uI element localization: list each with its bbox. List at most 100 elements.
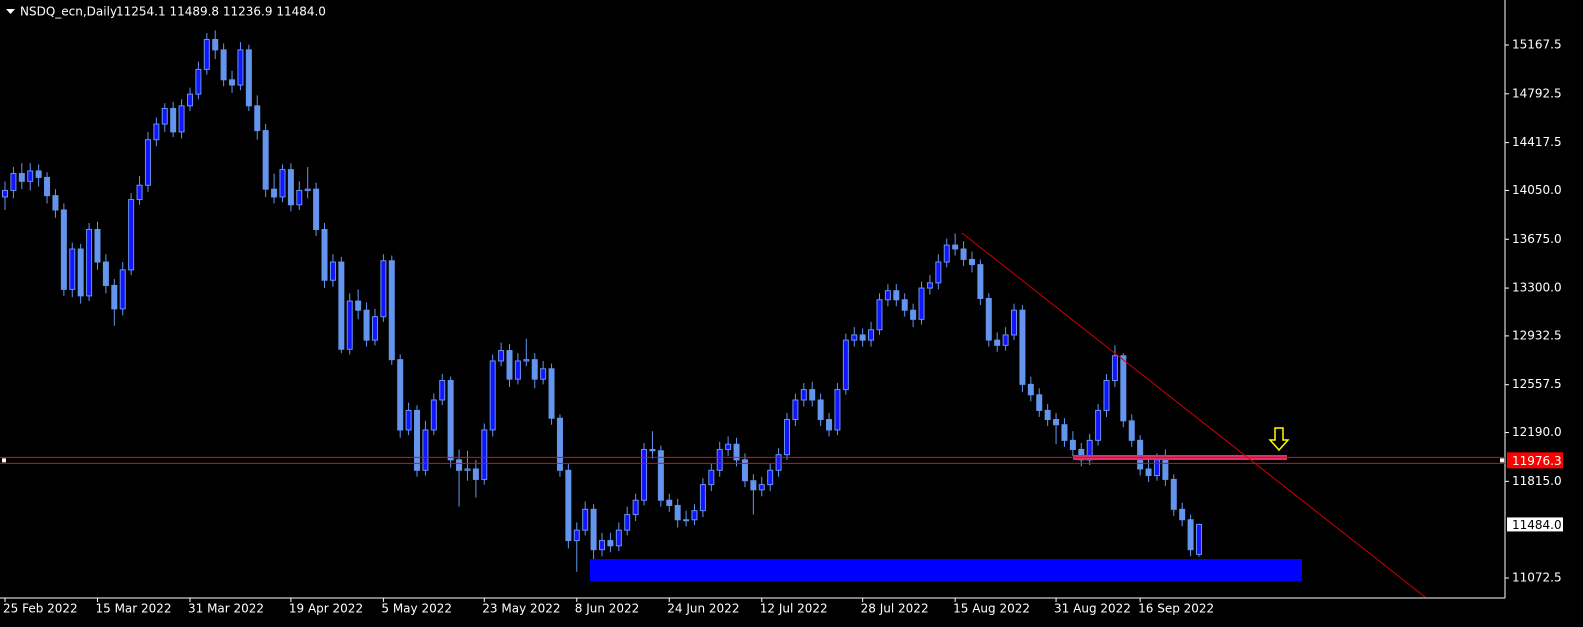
- candle-body: [506, 350, 513, 380]
- candle-body: [447, 379, 454, 461]
- candle-body: [1120, 355, 1127, 422]
- candle-body: [178, 105, 185, 133]
- candle-body: [1019, 309, 1026, 385]
- candle-body: [279, 169, 286, 198]
- candle-body: [649, 448, 656, 452]
- candle-body: [826, 419, 833, 431]
- candle-body: [817, 399, 824, 421]
- candle-body: [977, 264, 984, 299]
- candle-body: [1103, 379, 1110, 411]
- candle-body: [245, 49, 252, 107]
- y-tick-label: 12190.0: [1512, 425, 1562, 439]
- candle-body: [203, 38, 210, 70]
- candle-body: [1053, 419, 1060, 426]
- candle-body: [128, 199, 135, 271]
- candle-body: [371, 316, 378, 341]
- candle-body: [901, 299, 908, 311]
- candle-body: [405, 409, 412, 431]
- candle-body: [1111, 355, 1118, 381]
- x-tick-label: 28 Jul 2022: [861, 602, 929, 616]
- candle-body: [52, 195, 59, 211]
- candle-body: [153, 123, 160, 141]
- y-tick-label: 13300.0: [1512, 281, 1562, 295]
- candle-body: [296, 189, 303, 206]
- candle-body: [952, 244, 959, 250]
- candle-body: [304, 188, 311, 191]
- candle-body: [859, 334, 866, 341]
- candle-body: [851, 334, 858, 341]
- candle-body: [599, 540, 605, 551]
- y-tick-label: 14417.5: [1512, 135, 1562, 149]
- candle-body: [220, 49, 227, 81]
- level-handle: [2, 458, 6, 463]
- candle-body: [422, 429, 429, 471]
- x-tick-label: 15 Aug 2022: [953, 602, 1030, 616]
- candle-body: [531, 359, 538, 380]
- candle-body: [27, 170, 34, 182]
- candle-body: [607, 540, 614, 547]
- candle-body: [624, 514, 631, 531]
- candle-body: [313, 188, 320, 230]
- candle-body: [1196, 523, 1202, 555]
- candle-body: [809, 389, 816, 401]
- price-label-box: [1507, 517, 1563, 532]
- candle-body: [674, 504, 681, 521]
- candle-body: [44, 176, 51, 197]
- candle-body: [271, 188, 278, 198]
- candle-body: [641, 448, 648, 501]
- candle-body: [1002, 334, 1009, 346]
- candle-body: [35, 170, 42, 178]
- candle-body: [136, 184, 143, 201]
- candle-body: [783, 419, 790, 456]
- x-tick-label: 31 Aug 2022: [1054, 602, 1131, 616]
- candle-body: [338, 261, 345, 350]
- price-label: 11484.0: [1512, 518, 1562, 532]
- candle-body: [2, 189, 8, 198]
- candle-body: [481, 429, 488, 480]
- arrow-down: [1268, 427, 1290, 452]
- candle-body: [884, 290, 891, 301]
- candle-body: [632, 499, 639, 516]
- trend-line: [961, 232, 1426, 598]
- candle-body: [414, 409, 421, 471]
- candle-body: [144, 139, 151, 186]
- candle-body: [1036, 394, 1043, 411]
- candle-body: [102, 261, 109, 286]
- candle-body: [10, 173, 17, 191]
- x-tick-label: 15 Mar 2022: [95, 602, 171, 616]
- candle-body: [1044, 409, 1051, 421]
- x-tick-label: 5 May 2022: [381, 602, 452, 616]
- candle-body: [86, 228, 93, 297]
- candle-body: [775, 454, 782, 471]
- y-tick-label: 13675.0: [1512, 232, 1562, 246]
- menu-triangle[interactable]: [6, 9, 15, 14]
- candle-body: [60, 209, 67, 290]
- candle-body: [548, 368, 555, 419]
- candle-body: [1162, 459, 1169, 480]
- candle-body: [346, 300, 353, 350]
- candle-body: [968, 258, 975, 266]
- y-tick-label: 12557.5: [1512, 377, 1562, 391]
- candle-body: [430, 399, 437, 431]
- y-tick-label: 14050.0: [1512, 183, 1562, 197]
- x-tick-label: 12 Jul 2022: [760, 602, 828, 616]
- candle-body: [842, 339, 849, 391]
- candle-body: [119, 269, 126, 310]
- candle-body: [456, 459, 463, 471]
- candle-body: [229, 79, 236, 86]
- level-label: 11976.3: [1512, 454, 1562, 468]
- candle-body: [212, 38, 219, 51]
- y-tick-label: 12932.5: [1512, 328, 1562, 342]
- candle-body: [380, 260, 387, 318]
- candle-body: [918, 287, 925, 320]
- support-zone: [590, 559, 1302, 581]
- candle-body: [657, 450, 664, 501]
- candle-body: [161, 107, 168, 125]
- candle-body: [388, 260, 395, 361]
- candle-body: [699, 484, 706, 512]
- candle-body: [77, 248, 84, 297]
- x-tick-label: 23 May 2022: [482, 602, 560, 616]
- candle-body: [733, 443, 740, 461]
- x-tick-label: 8 Jun 2022: [575, 602, 640, 616]
- candle-body: [111, 284, 118, 310]
